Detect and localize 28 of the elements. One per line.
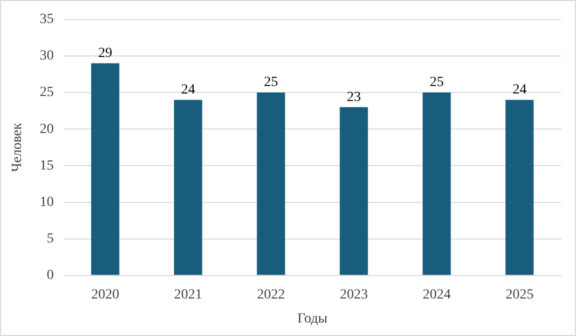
- x-tick-label: 2025: [506, 287, 534, 302]
- y-tick-label: 35: [40, 12, 54, 28]
- bar: [340, 107, 368, 275]
- x-axis-title: Годы: [297, 311, 328, 326]
- x-tick-label: 2023: [340, 287, 368, 302]
- y-tick-label: 30: [40, 48, 54, 64]
- bar: [256, 92, 286, 275]
- data-label: 25: [264, 75, 278, 90]
- y-tick-label: 15: [40, 158, 54, 174]
- y-tick-label: 10: [40, 194, 54, 210]
- x-tick-label: 2021: [174, 287, 202, 302]
- data-label: 23: [346, 90, 361, 105]
- bar: [422, 92, 451, 275]
- y-tick-label: 25: [40, 85, 54, 100]
- y-tick-label: 20: [40, 122, 54, 137]
- data-label: 25: [430, 75, 444, 90]
- data-label: 24: [181, 82, 196, 98]
- data-label: 29: [98, 46, 112, 61]
- y-axis-title: Человек: [10, 122, 26, 172]
- x-tick-label: 2022: [256, 287, 285, 302]
- data-label: 24: [512, 82, 527, 98]
- bar: [505, 100, 534, 275]
- bar: [174, 100, 202, 275]
- bar: [91, 63, 120, 275]
- y-tick-label: 5: [46, 232, 54, 246]
- y-tick-label: 0: [46, 268, 54, 284]
- x-tick-label: 2024: [422, 287, 451, 302]
- x-tick-label: 2020: [91, 287, 120, 302]
